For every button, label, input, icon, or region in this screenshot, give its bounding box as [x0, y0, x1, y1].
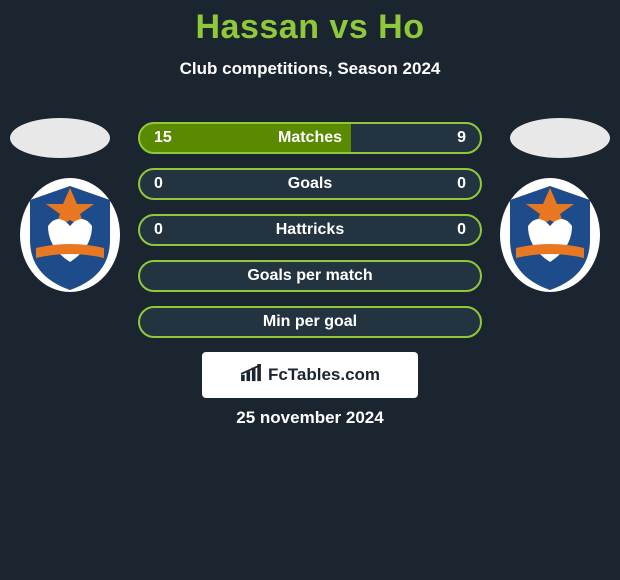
stat-right-value: 0: [457, 221, 466, 239]
player-right-avatar: [510, 118, 610, 158]
stats-container: 15 Matches 9 0 Goals 0 0 Hattricks 0 Goals per ma…: [138, 122, 482, 352]
stat-row: 15 Matches 9: [138, 122, 482, 154]
page-title: Hassan vs Ho: [0, 0, 620, 47]
subtitle: Club competitions, Season 2024: [0, 59, 620, 79]
stat-row: 0 Hattricks 0: [138, 214, 482, 246]
stat-label: Goals per match: [247, 267, 372, 285]
player-left-avatar: [10, 118, 110, 158]
stat-row: Goals per match: [138, 260, 482, 292]
club-badge-right: [500, 178, 600, 293]
stat-row: Min per goal: [138, 306, 482, 338]
stat-left-value: 0: [154, 221, 163, 239]
stat-right-value: 9: [457, 129, 466, 147]
stat-row: 0 Goals 0: [138, 168, 482, 200]
date-label: 25 november 2024: [0, 408, 620, 428]
stat-left-value: 0: [154, 175, 163, 193]
brand-label: FcTables.com: [268, 365, 380, 385]
stat-label: Hattricks: [276, 221, 344, 239]
club-badge-left: [20, 178, 120, 293]
stat-left-value: 15: [154, 129, 172, 147]
stat-right-value: 0: [457, 175, 466, 193]
chart-icon: [240, 364, 262, 387]
stat-label: Matches: [278, 129, 342, 147]
brand-box[interactable]: FcTables.com: [202, 352, 418, 398]
stat-label: Goals: [288, 175, 332, 193]
stat-label: Min per goal: [263, 313, 357, 331]
